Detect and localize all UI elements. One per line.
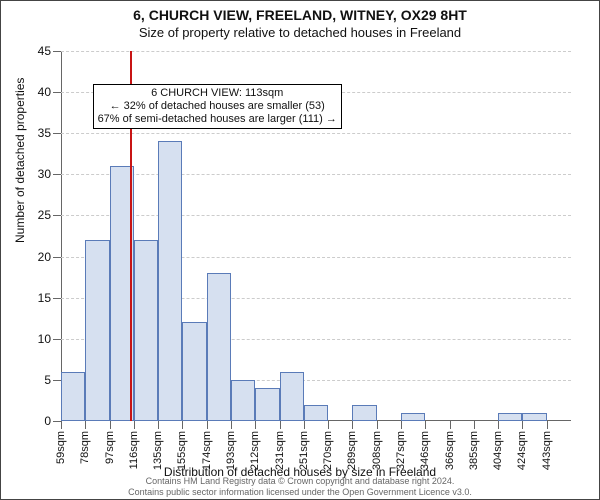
footer-line-1: Contains HM Land Registry data © Crown c… bbox=[1, 476, 599, 486]
histogram-bar bbox=[207, 273, 231, 421]
y-tick-label: 10 bbox=[38, 332, 51, 346]
x-tick-label: 116sqm bbox=[128, 431, 140, 469]
x-tick bbox=[401, 421, 402, 429]
y-tick bbox=[53, 421, 61, 422]
y-tick-label: 35 bbox=[38, 126, 51, 140]
x-tick bbox=[207, 421, 208, 429]
chart-subtitle: Size of property relative to detached ho… bbox=[1, 25, 599, 40]
grid-line bbox=[61, 51, 571, 52]
histogram-bar bbox=[498, 413, 522, 421]
histogram-bar bbox=[522, 413, 546, 421]
x-tick bbox=[304, 421, 305, 429]
y-tick bbox=[53, 133, 61, 134]
histogram-bar bbox=[401, 413, 425, 421]
y-tick bbox=[53, 92, 61, 93]
y-tick bbox=[53, 257, 61, 258]
y-tick-label: 45 bbox=[38, 44, 51, 58]
footer-line-2: Contains public sector information licen… bbox=[1, 487, 599, 497]
x-tick bbox=[450, 421, 451, 429]
x-tick bbox=[352, 421, 353, 429]
y-tick-label: 20 bbox=[38, 250, 51, 264]
y-axis-label: Number of detached properties bbox=[13, 78, 27, 243]
histogram-bar bbox=[85, 240, 109, 421]
x-tick bbox=[182, 421, 183, 429]
y-tick bbox=[53, 380, 61, 381]
histogram-bar bbox=[134, 240, 158, 421]
x-tick bbox=[158, 421, 159, 429]
x-tick bbox=[85, 421, 86, 429]
annotation-box: 6 CHURCH VIEW: 113sqm← 32% of detached h… bbox=[93, 84, 342, 130]
x-tick-label: 78sqm bbox=[79, 431, 91, 464]
histogram-bar bbox=[304, 405, 328, 421]
x-tick-label: 97sqm bbox=[104, 431, 116, 464]
x-tick bbox=[134, 421, 135, 429]
grid-line bbox=[61, 174, 571, 175]
x-tick bbox=[498, 421, 499, 429]
y-axis bbox=[61, 51, 62, 421]
y-tick-label: 5 bbox=[44, 373, 51, 387]
histogram-bar bbox=[352, 405, 376, 421]
x-tick bbox=[522, 421, 523, 429]
y-tick bbox=[53, 298, 61, 299]
y-tick bbox=[53, 215, 61, 216]
grid-line bbox=[61, 133, 571, 134]
histogram-bar bbox=[255, 388, 279, 421]
annotation-line: ← 32% of detached houses are smaller (53… bbox=[98, 100, 337, 113]
x-tick bbox=[110, 421, 111, 429]
x-tick bbox=[328, 421, 329, 429]
footer-attribution: Contains HM Land Registry data © Crown c… bbox=[1, 476, 599, 497]
x-tick bbox=[280, 421, 281, 429]
annotation-line: 6 CHURCH VIEW: 113sqm bbox=[98, 87, 337, 100]
histogram-bar bbox=[158, 141, 182, 421]
y-tick-label: 40 bbox=[38, 85, 51, 99]
y-tick bbox=[53, 174, 61, 175]
y-tick bbox=[53, 51, 61, 52]
x-tick bbox=[425, 421, 426, 429]
x-tick bbox=[61, 421, 62, 429]
x-tick bbox=[255, 421, 256, 429]
y-tick-label: 30 bbox=[38, 167, 51, 181]
annotation-line: 67% of semi-detached houses are larger (… bbox=[98, 113, 337, 126]
histogram-bar bbox=[61, 372, 85, 421]
histogram-bar bbox=[280, 372, 304, 421]
x-tick-label: 59sqm bbox=[55, 431, 67, 464]
histogram-bar bbox=[182, 322, 206, 421]
x-tick bbox=[474, 421, 475, 429]
chart-title: 6, CHURCH VIEW, FREELAND, WITNEY, OX29 8… bbox=[1, 7, 599, 23]
plot-area: 05101520253035404559sqm78sqm97sqm116sqm1… bbox=[61, 51, 571, 421]
x-tick bbox=[231, 421, 232, 429]
chart-container: 6, CHURCH VIEW, FREELAND, WITNEY, OX29 8… bbox=[0, 0, 600, 500]
grid-line bbox=[61, 215, 571, 216]
x-tick bbox=[377, 421, 378, 429]
y-tick-label: 0 bbox=[44, 414, 51, 428]
y-tick-label: 25 bbox=[38, 208, 51, 222]
y-tick-label: 15 bbox=[38, 291, 51, 305]
y-tick bbox=[53, 339, 61, 340]
histogram-bar bbox=[231, 380, 255, 421]
x-tick bbox=[547, 421, 548, 429]
